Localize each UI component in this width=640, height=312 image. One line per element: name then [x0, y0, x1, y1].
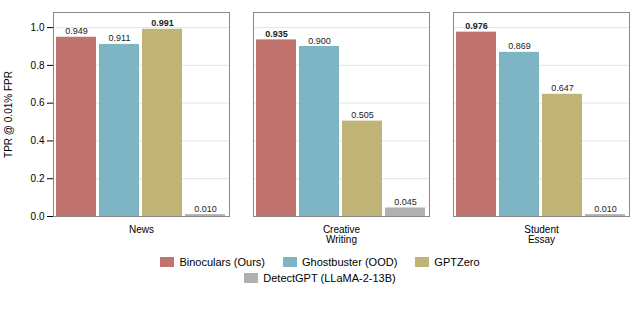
svg-text:0.045: 0.045: [394, 197, 417, 207]
svg-text:0.010: 0.010: [594, 204, 617, 214]
html-text:Ghostbuster (OOD): Ghostbuster (OOD): [302, 256, 398, 268]
svg-text:0.911: 0.911: [109, 33, 131, 43]
svg-text:0.935: 0.935: [265, 29, 288, 39]
svg-text:0.505: 0.505: [351, 110, 374, 120]
svg-text:0.8: 0.8: [31, 60, 45, 71]
svg-text:0.869: 0.869: [508, 41, 531, 51]
svg-text:0.949: 0.949: [65, 26, 88, 36]
svg-text:0.647: 0.647: [551, 83, 574, 93]
svg-text:0.991: 0.991: [151, 18, 174, 28]
svg-text:0.0: 0.0: [31, 211, 45, 222]
svg-text:CreativeWriting: CreativeWriting: [323, 224, 361, 245]
svg-text:0.6: 0.6: [31, 97, 45, 108]
svg-text:0.2: 0.2: [31, 173, 45, 184]
svg-text:0.976: 0.976: [465, 21, 488, 31]
svg-text:News: News: [129, 224, 154, 235]
svg-text:TPR @ 0.01% FPR: TPR @ 0.01% FPR: [3, 71, 14, 158]
html-text:Binoculars (Ours): Binoculars (Ours): [179, 256, 265, 268]
svg-text:0.010: 0.010: [194, 204, 217, 214]
svg-text:1.0: 1.0: [31, 22, 45, 33]
svg-text:StudentEssay: StudentEssay: [524, 224, 559, 245]
svg-text:0.900: 0.900: [308, 36, 331, 46]
html-text:DetectGPT (LLaMA-2-13B): DetectGPT (LLaMA-2-13B): [263, 272, 396, 284]
html-text:GPTZero: GPTZero: [434, 256, 480, 268]
svg-text:0.4: 0.4: [31, 135, 45, 146]
